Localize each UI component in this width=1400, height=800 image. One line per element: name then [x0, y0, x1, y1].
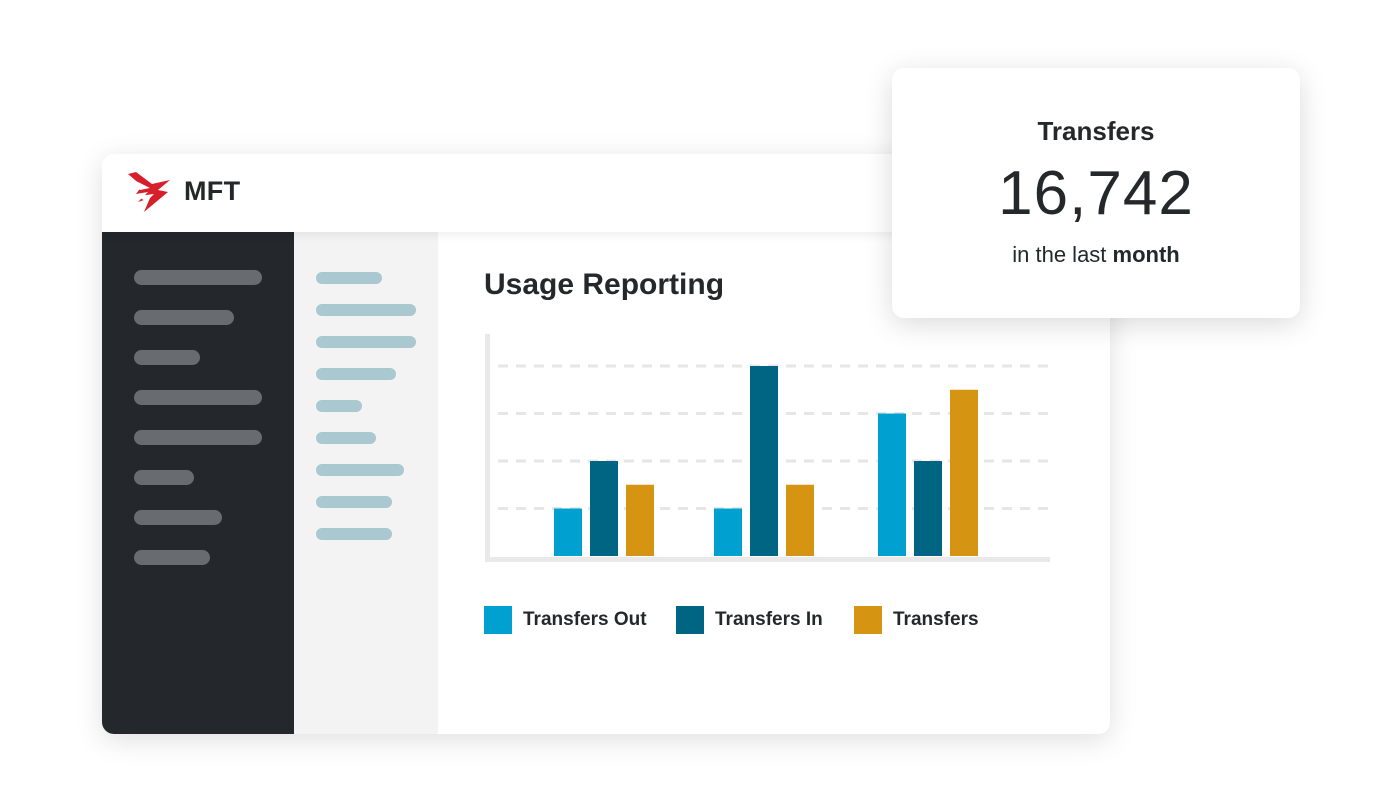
stat-value: 16,742 [998, 159, 1194, 228]
bar-transfers-3[interactable] [950, 389, 978, 556]
stat-caption-emphasis: month [1112, 242, 1180, 267]
mft-logo-icon [128, 172, 170, 212]
bar-transfers-out-2[interactable] [714, 508, 742, 557]
sub-navigation [294, 232, 438, 734]
x-axis-line [485, 557, 1050, 562]
legend-label: Transfers [893, 609, 979, 630]
subnav-item[interactable] [316, 464, 404, 476]
sidebar-item[interactable] [134, 350, 200, 365]
bar-transfers-out-3[interactable] [878, 413, 906, 557]
subnav-item[interactable] [316, 400, 362, 412]
legend-swatch [484, 606, 512, 634]
legend-item-transfers-in[interactable]: Transfers In [676, 606, 823, 634]
bar-transfers-in-1[interactable] [590, 461, 618, 556]
subnav-item[interactable] [316, 432, 376, 444]
transfers-stat-card: Transfers 16,742 in the last month [892, 68, 1300, 318]
legend-swatch [854, 606, 882, 634]
chart-bars [554, 366, 978, 556]
y-axis-line [485, 334, 490, 560]
subnav-item[interactable] [316, 368, 396, 380]
bar-transfers-1[interactable] [626, 484, 654, 556]
stat-title: Transfers [1037, 116, 1155, 146]
sidebar-item[interactable] [134, 310, 234, 325]
subnav-item[interactable] [316, 336, 416, 348]
legend-label: Transfers Out [523, 609, 647, 630]
legend-swatch [676, 606, 704, 634]
sidebar-item[interactable] [134, 510, 222, 525]
sidebar-item[interactable] [134, 270, 262, 285]
subnav-item[interactable] [316, 272, 382, 284]
subnav-item[interactable] [316, 496, 392, 508]
stat-caption-prefix: in the last [1012, 242, 1113, 267]
sidebar [102, 232, 294, 734]
subnav-item[interactable] [316, 304, 416, 316]
legend-item-transfers[interactable]: Transfers [854, 606, 979, 634]
sidebar-item[interactable] [134, 470, 194, 485]
stat-caption: in the last month [892, 242, 1300, 268]
page-title: Usage Reporting [484, 268, 725, 301]
legend-label: Transfers In [715, 609, 823, 630]
sidebar-item[interactable] [134, 390, 262, 405]
bar-transfers-2[interactable] [786, 484, 814, 556]
usage-bar-chart [485, 334, 1050, 562]
bar-transfers-in-3[interactable] [914, 461, 942, 556]
app-name: MFT [184, 176, 241, 206]
bar-transfers-out-1[interactable] [554, 508, 582, 557]
sidebar-item[interactable] [134, 550, 210, 565]
legend-item-transfers-out[interactable]: Transfers Out [484, 606, 647, 634]
subnav-item[interactable] [316, 528, 392, 540]
sidebar-item[interactable] [134, 430, 262, 445]
bar-transfers-in-2[interactable] [750, 366, 778, 556]
